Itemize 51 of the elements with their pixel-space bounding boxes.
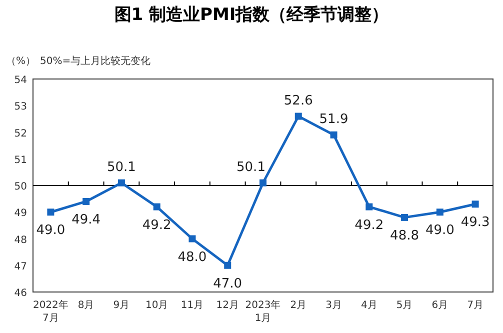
y-tick-label: 53 bbox=[14, 102, 27, 113]
data-label: 48.0 bbox=[178, 250, 207, 265]
point bbox=[82, 198, 90, 205]
point bbox=[472, 200, 479, 208]
x-tick-label: 10月 bbox=[145, 300, 168, 311]
y-tick-label: 54 bbox=[14, 75, 27, 86]
point bbox=[330, 131, 338, 138]
data-label: 48.8 bbox=[390, 228, 420, 244]
data-label: 50.1 bbox=[236, 160, 266, 175]
y-tick-label: 48 bbox=[14, 234, 27, 246]
y-tick-label: 49 bbox=[14, 208, 27, 220]
data-label: 51.9 bbox=[319, 112, 348, 127]
point bbox=[188, 235, 196, 242]
data-label: 47.0 bbox=[213, 276, 242, 292]
x-tick-label: 3月 bbox=[326, 300, 342, 311]
point bbox=[401, 214, 408, 221]
data-label: 49.2 bbox=[354, 218, 384, 233]
y-axis-title: （%） bbox=[6, 56, 36, 67]
y-tick-label: 51 bbox=[14, 154, 27, 166]
data-label: 50.1 bbox=[106, 160, 136, 175]
point bbox=[224, 262, 232, 269]
point bbox=[153, 203, 160, 210]
x-tick-label: 2023年 1月 bbox=[245, 299, 281, 324]
x-tick-label: 12月 bbox=[216, 300, 239, 311]
point bbox=[260, 179, 266, 186]
x-tick-label: 4月 bbox=[360, 300, 378, 311]
data-label: 49.0 bbox=[36, 223, 66, 238]
data-label: 49.0 bbox=[425, 223, 454, 238]
point bbox=[47, 208, 54, 216]
chart-title: 图1 制造业PMI指数（经季节调整） bbox=[114, 5, 389, 25]
y-tick-label: 46 bbox=[14, 288, 27, 299]
y-tick-label: 47 bbox=[14, 261, 27, 272]
x-tick-label: 8月 bbox=[78, 300, 94, 311]
point bbox=[118, 179, 125, 186]
y-tick-label: 50 bbox=[14, 182, 27, 192]
x-tick-label: 5月 bbox=[396, 300, 413, 311]
y-tick-label: 52 bbox=[14, 128, 27, 140]
x-tick-label: 11月 bbox=[180, 300, 204, 311]
x-tick-label: 7月 bbox=[467, 300, 484, 311]
point bbox=[436, 208, 444, 216]
data-label: 49.2 bbox=[142, 218, 172, 233]
x-tick-label: 2022年 7月 bbox=[32, 299, 68, 324]
data-label: 49.4 bbox=[72, 212, 101, 228]
text: 50%=与上月比较无变化 bbox=[40, 55, 151, 67]
x-tick-label: 2月 bbox=[290, 300, 307, 311]
x-tick-label: 6月 bbox=[432, 300, 448, 311]
data-label: 49.3 bbox=[460, 215, 490, 230]
data-label: 52.6 bbox=[284, 93, 313, 108]
point bbox=[366, 203, 373, 210]
x-tick-label: 9月 bbox=[113, 300, 130, 311]
point bbox=[294, 112, 302, 120]
